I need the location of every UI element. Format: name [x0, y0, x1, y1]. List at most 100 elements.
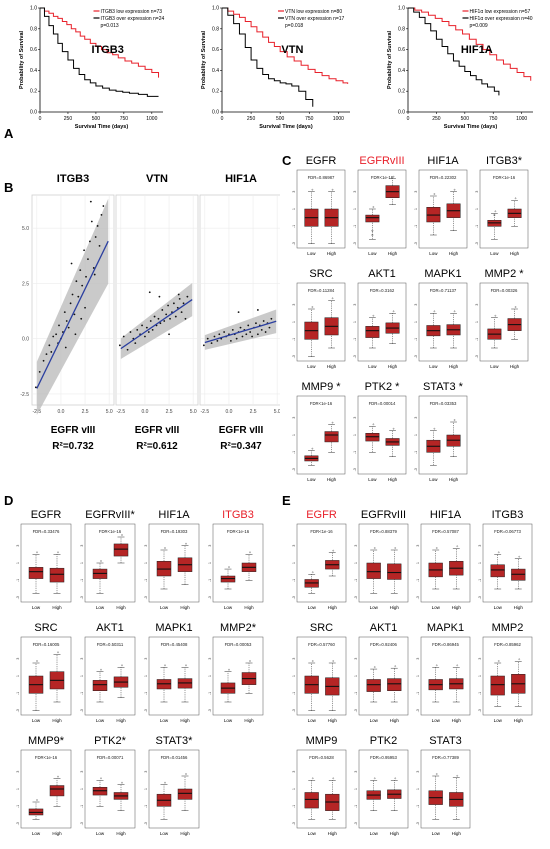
scatter-point	[216, 339, 219, 342]
scatter-point	[158, 295, 161, 298]
outlier-point	[100, 560, 102, 562]
outlier-point	[373, 666, 376, 668]
y-tick-label: -1	[414, 225, 418, 228]
y-tick-label: 3	[475, 191, 479, 193]
scatter-point	[168, 333, 170, 336]
y-tick-label: 3	[414, 191, 418, 193]
outlier-point	[332, 660, 335, 662]
r2-label: R²=0.732	[52, 441, 94, 452]
outlier-point	[493, 214, 496, 216]
y-tick-label: 1	[292, 321, 296, 323]
y-tick-label: -3	[475, 242, 479, 245]
x-tick-label: Low	[160, 831, 169, 836]
x-axis-label: Survival Time (days)	[75, 124, 129, 130]
legend-entry: ITGB3 low expression n=73	[101, 9, 163, 15]
scatter-point	[247, 324, 250, 327]
boxplot-hif1a: HIF1A -3 -1 1 3 FDR=0.19303 Low High	[144, 509, 200, 610]
plot-frame	[357, 169, 407, 249]
outlier-point	[332, 549, 335, 552]
y-tick-label: -3	[416, 596, 420, 599]
y-tick-label: 1	[292, 434, 296, 436]
y-tick-label: 0.0	[212, 110, 219, 116]
y-tick-label: -3	[16, 596, 20, 599]
y-tick-label: -1	[208, 579, 212, 582]
boxplot-title: EGFRvIII	[359, 155, 404, 167]
x-tick-label: High	[390, 831, 400, 836]
scatter-point	[90, 220, 93, 223]
x-tick-label: 0.0	[57, 409, 64, 415]
box-low	[366, 562, 381, 579]
outlier-point	[57, 551, 59, 554]
boxplot-title: STAT3 *	[423, 381, 464, 393]
x-axis-label: Survival Time (days)	[444, 124, 498, 130]
outlier-point	[121, 781, 123, 784]
y-tick-label: -3	[144, 822, 148, 825]
y-tick-label: -3	[292, 242, 296, 245]
outlier-point	[514, 197, 517, 200]
panel-label-b: B	[4, 180, 14, 195]
y-tick-label: -3	[144, 596, 148, 599]
box-high	[387, 563, 402, 580]
boxplot-title: HIF1A	[427, 155, 459, 167]
r2-label: R²=0.612	[136, 441, 178, 452]
scatter-point	[235, 337, 238, 340]
y-tick-label: -1	[16, 579, 20, 582]
fdr-label: FDR=0.22302	[430, 175, 457, 180]
y-axis-label: Probability of Survival	[19, 30, 25, 89]
y-tick-label: -3	[475, 355, 479, 358]
scatter-point	[251, 335, 253, 338]
scatter-point	[129, 331, 132, 333]
outlier-point	[433, 427, 436, 430]
y-tick-label: -1	[144, 579, 148, 582]
y-tick-label: -3	[414, 468, 418, 471]
scatter-point	[141, 324, 143, 327]
scatter-point	[229, 339, 232, 342]
x-tick-label: Low	[307, 477, 316, 482]
fdr-label: FDR=0.11284	[308, 288, 335, 293]
outlier-point	[311, 306, 314, 308]
y-tick-label: 0.6	[398, 47, 405, 53]
y-tick-label: 3	[354, 658, 358, 660]
x-tick-label: High	[180, 718, 190, 723]
y-tick-label: 3	[478, 658, 482, 660]
y-tick-label: 3	[16, 658, 20, 660]
boxplot-title: SRC	[34, 622, 57, 634]
y-tick-label: -1	[354, 692, 358, 695]
y-tick-label: -3	[414, 242, 418, 245]
x-tick-label: High	[388, 477, 398, 482]
fdr-label: FDR=0.01456	[161, 755, 188, 760]
y-tick-label: -1	[292, 451, 296, 454]
y-tick-label: -3	[16, 709, 20, 712]
facet-hif1a: HIF1A -2.5 0.0 2.5 5.0 EGFR vIII R²=0.347	[199, 173, 280, 452]
x-axis-label: Survival Time (days)	[259, 124, 313, 130]
x-tick-label: 500	[461, 116, 470, 122]
y-tick-label: 1	[292, 562, 296, 564]
x-tick-label: High	[449, 477, 459, 482]
x-tick-label: Low	[224, 605, 233, 610]
y-tick-label: 3	[208, 658, 212, 660]
scatter-point	[165, 313, 168, 316]
scatter-point	[178, 297, 181, 300]
y-tick-label: 3	[292, 417, 296, 419]
outlier-point	[311, 777, 314, 780]
plot-frame	[420, 636, 471, 716]
scatter-point	[84, 306, 86, 309]
plot-frame	[84, 523, 136, 603]
boxplot-title: EGFR	[306, 155, 337, 167]
fdr-label: FDR=0.33476	[33, 529, 60, 534]
y-tick-label: -3	[292, 468, 296, 471]
scatter-point	[50, 351, 53, 353]
y-tick-label: 0.8	[398, 26, 405, 32]
x-tick-label: High	[514, 605, 524, 610]
survival-plot-2: 0 250 500 750 1000 0.0 0.2 0.4 0.6 0.8 1.0 Survival…	[387, 6, 533, 130]
survival-curve-low	[408, 7, 532, 81]
scatter-point	[159, 322, 162, 325]
scatter-point	[38, 370, 41, 373]
x-tick-label: High	[52, 605, 62, 610]
scatter-point	[45, 353, 48, 356]
scatter-point	[264, 331, 267, 333]
boxplot-title: MMP2 *	[484, 268, 524, 280]
y-tick-label: -3	[16, 822, 20, 825]
y-tick-label: 2.5	[22, 281, 29, 287]
y-tick-label: 3	[353, 417, 357, 419]
